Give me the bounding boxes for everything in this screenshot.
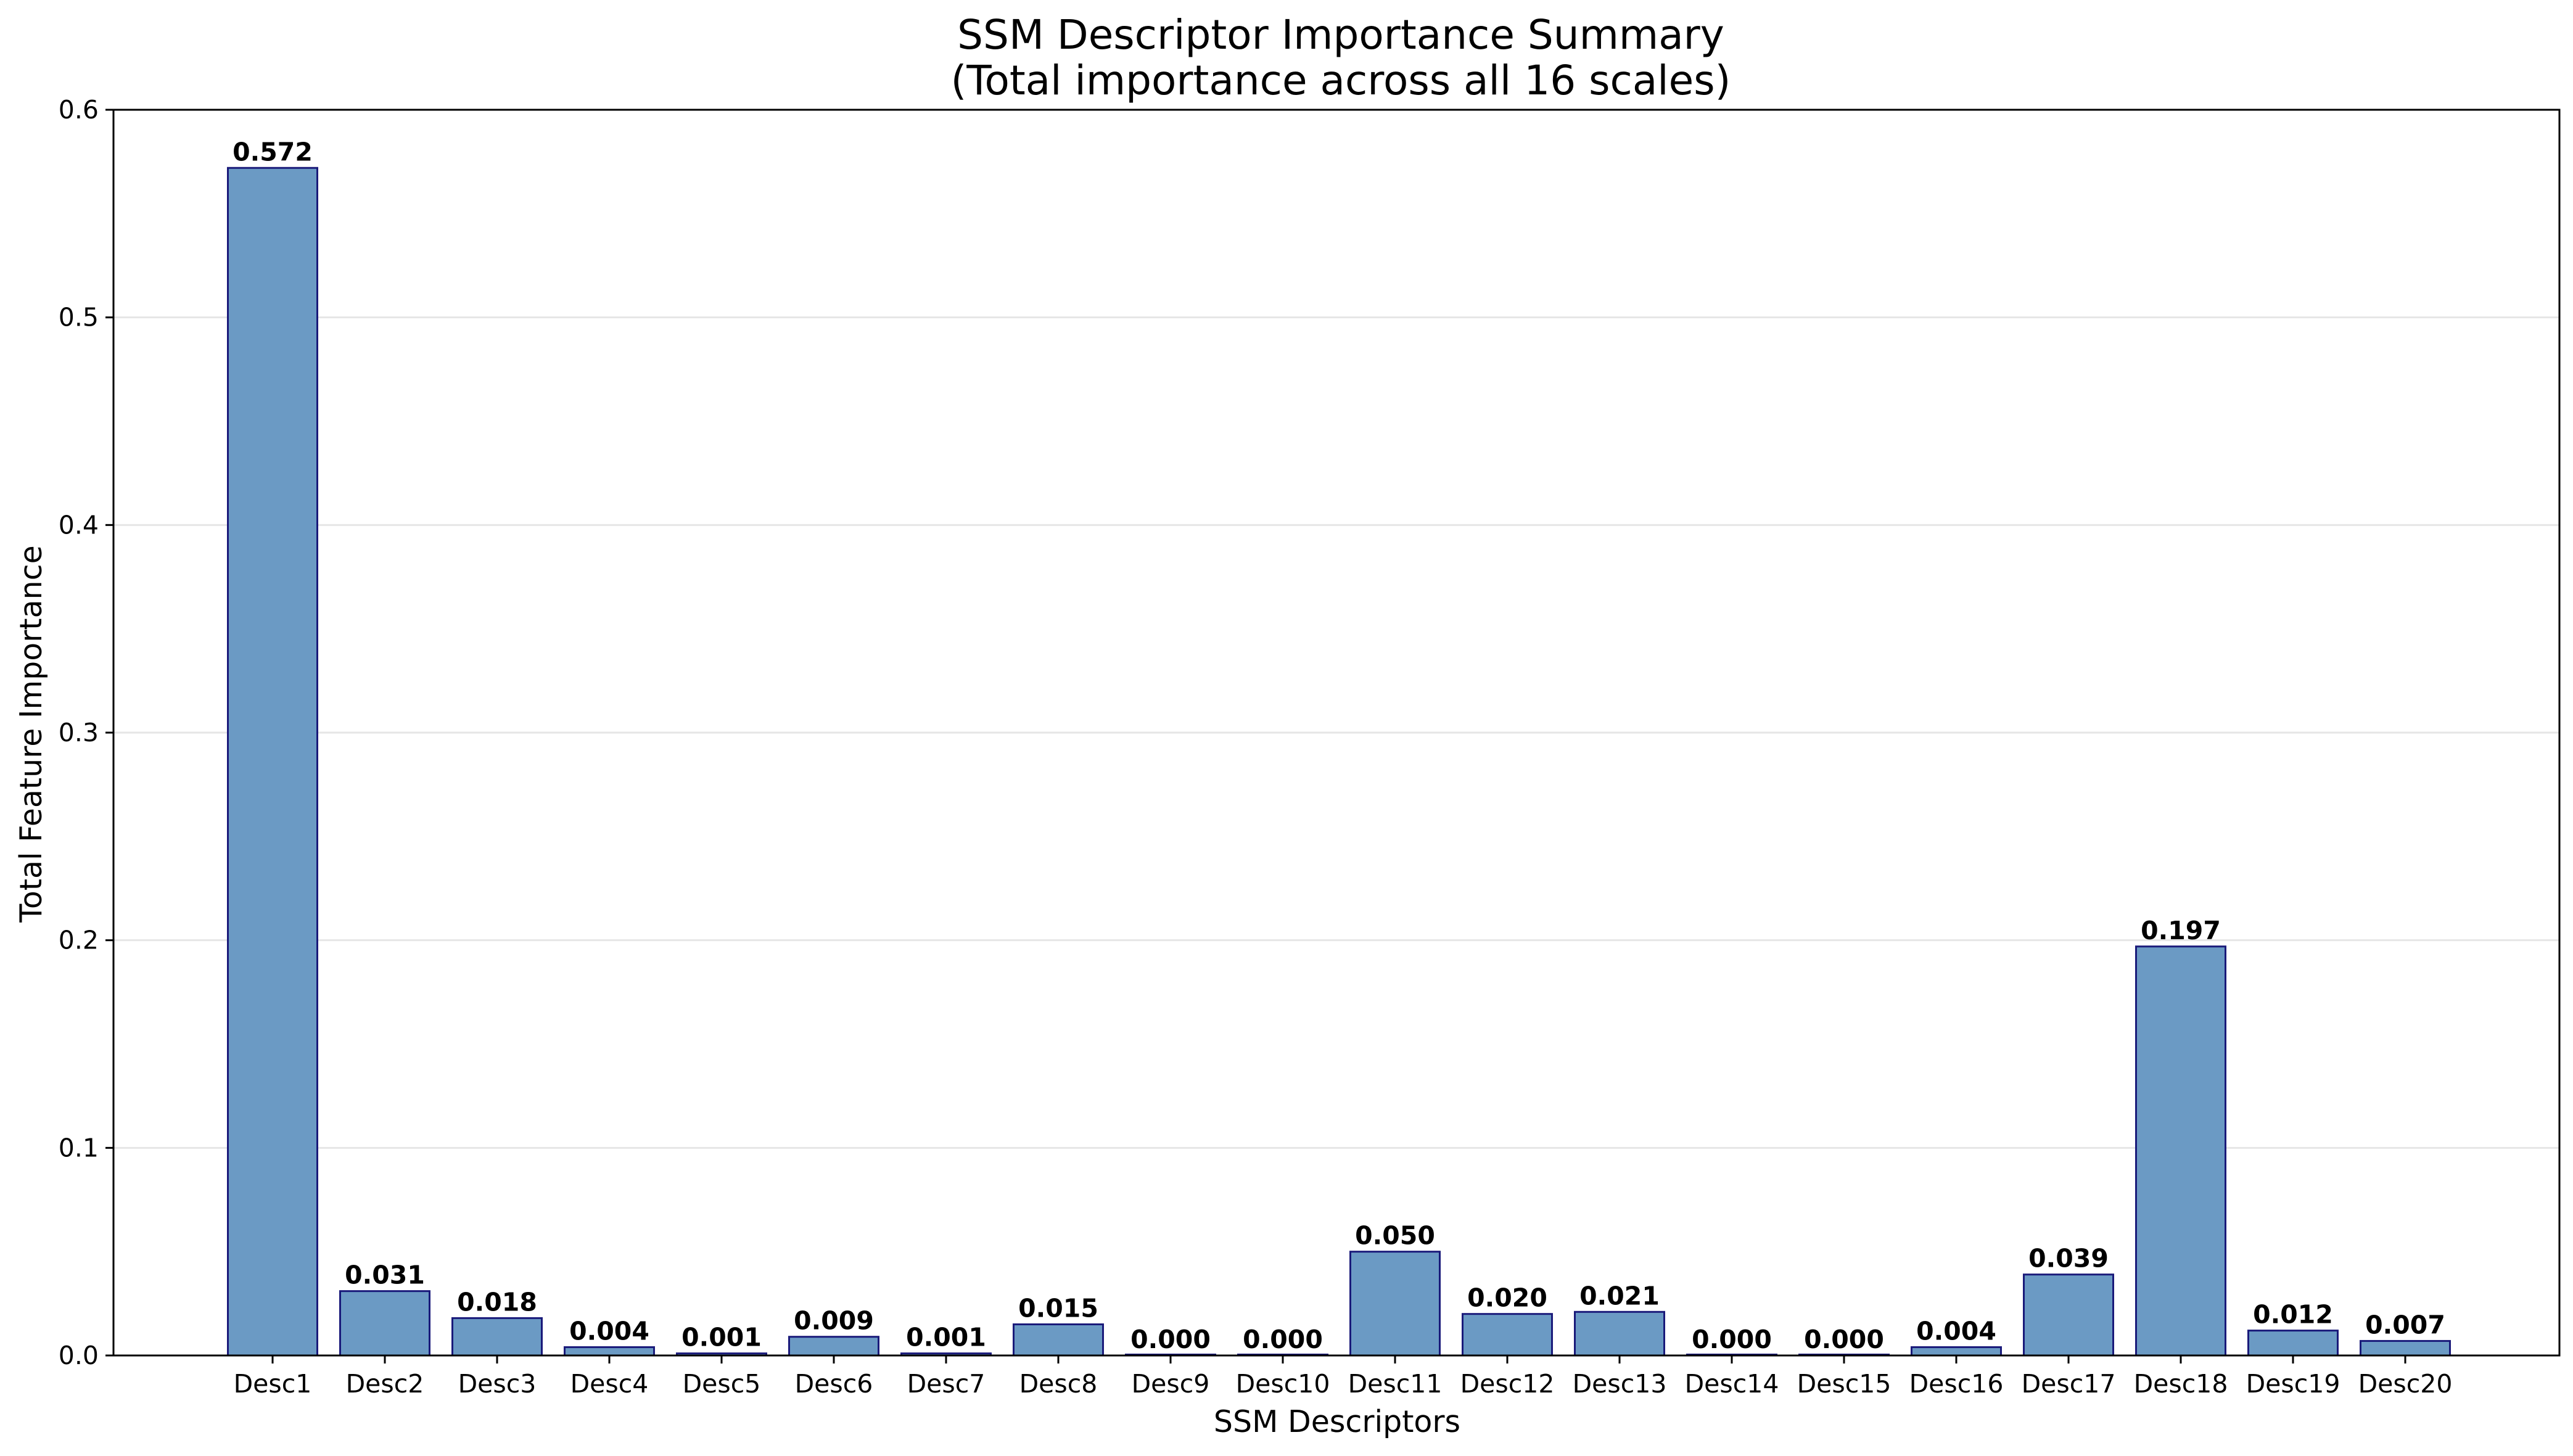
y-tick-label: 0.0 [59, 1341, 99, 1370]
bar-value-label: 0.012 [2253, 1300, 2333, 1330]
bar-value-label: 0.020 [1467, 1283, 1547, 1313]
bar-desc13 [1574, 1310, 1665, 1357]
bar-desc19 [2247, 1330, 2339, 1357]
chart-title: SSM Descriptor Importance Summary [957, 11, 1724, 59]
bar-value-label: 0.001 [681, 1323, 762, 1352]
bar-desc12 [1462, 1313, 1553, 1357]
x-tick-label: Desc9 [1132, 1369, 1210, 1399]
x-tick-label: Desc12 [1460, 1369, 1555, 1399]
bar-desc11 [1349, 1251, 1441, 1357]
y-axis-label: Total Feature Importance [14, 545, 49, 923]
bar-value-label: 0.021 [1579, 1281, 1660, 1310]
bar-value-label: 0.039 [2028, 1244, 2109, 1273]
bar-value-label: 0.001 [906, 1323, 986, 1352]
x-axis-label: SSM Descriptors [1214, 1404, 1460, 1439]
bar-desc18 [2135, 945, 2226, 1357]
x-tick-label: Desc8 [1019, 1369, 1098, 1399]
x-tick-label: Desc18 [2134, 1369, 2228, 1399]
y-tick-label: 0.5 [59, 303, 99, 332]
x-tick-label: Desc4 [570, 1369, 649, 1399]
bar-desc20 [2360, 1339, 2451, 1357]
bar-value-label: 0.050 [1355, 1221, 1435, 1251]
x-axis-ticks: Desc1 Desc2 Desc3 Desc4 Desc5 Desc6 Desc7 Desc8… [234, 1355, 2453, 1399]
y-axis-ticks: 0.0 0.1 0.2 0.3 0.4 0.5 0.6 [59, 95, 113, 1370]
y-tick-label: 0.2 [59, 926, 99, 955]
bars [227, 167, 2451, 1357]
bar-desc17 [2023, 1273, 2114, 1357]
bar-value-label: 0.572 [233, 137, 313, 167]
y-tick-label: 0.1 [59, 1133, 99, 1162]
bar-value-label: 0.015 [1018, 1294, 1098, 1323]
x-tick-label: Desc7 [907, 1369, 986, 1399]
bar-value-labels: 0.572 0.031 0.018 0.004 0.001 0.009 0.001 0.015… [233, 137, 2445, 1354]
x-tick-label: Desc15 [1797, 1369, 1892, 1399]
x-tick-label: Desc17 [2022, 1369, 2116, 1399]
chart-subtitle: (Total importance across all 16 scales) [951, 57, 1731, 104]
bar-desc16 [1911, 1346, 2002, 1357]
y-tick-label: 0.3 [59, 718, 99, 747]
x-tick-label: Desc19 [2246, 1369, 2340, 1399]
x-tick-label: Desc14 [1685, 1369, 1779, 1399]
x-tick-label: Desc1 [234, 1369, 312, 1399]
y-tick-label: 0.6 [59, 95, 99, 125]
bar-desc4 [564, 1346, 655, 1357]
bar-value-label: 0.009 [794, 1306, 874, 1336]
bar-value-label: 0.000 [1243, 1325, 1323, 1354]
bar-value-label: 0.000 [1804, 1325, 1884, 1354]
x-tick-label: Desc13 [1573, 1369, 1667, 1399]
bar-value-label: 0.007 [2365, 1310, 2445, 1339]
bar-value-label: 0.031 [345, 1261, 425, 1290]
x-tick-label: Desc16 [1909, 1369, 2004, 1399]
bar-value-label: 0.000 [1130, 1325, 1211, 1354]
bar-desc1 [227, 167, 318, 1357]
bar-value-label: 0.197 [2141, 916, 2221, 945]
bar-desc2 [339, 1290, 430, 1357]
bar-value-label: 0.004 [1916, 1317, 1996, 1346]
bar-desc8 [1013, 1323, 1104, 1357]
x-tick-label: Desc6 [795, 1369, 873, 1399]
x-tick-label: Desc5 [683, 1369, 761, 1399]
x-tick-label: Desc3 [458, 1369, 537, 1399]
x-tick-label: Desc2 [346, 1369, 424, 1399]
bar-value-label: 0.000 [1692, 1325, 1772, 1354]
x-tick-label: Desc11 [1348, 1369, 1443, 1399]
x-tick-label: Desc20 [2358, 1369, 2453, 1399]
y-tick-label: 0.4 [59, 510, 99, 540]
bar-desc3 [451, 1317, 543, 1357]
bar-value-label: 0.018 [457, 1287, 537, 1317]
bar-desc6 [788, 1336, 879, 1357]
x-tick-label: Desc10 [1236, 1369, 1330, 1399]
bar-value-label: 0.004 [569, 1317, 649, 1346]
